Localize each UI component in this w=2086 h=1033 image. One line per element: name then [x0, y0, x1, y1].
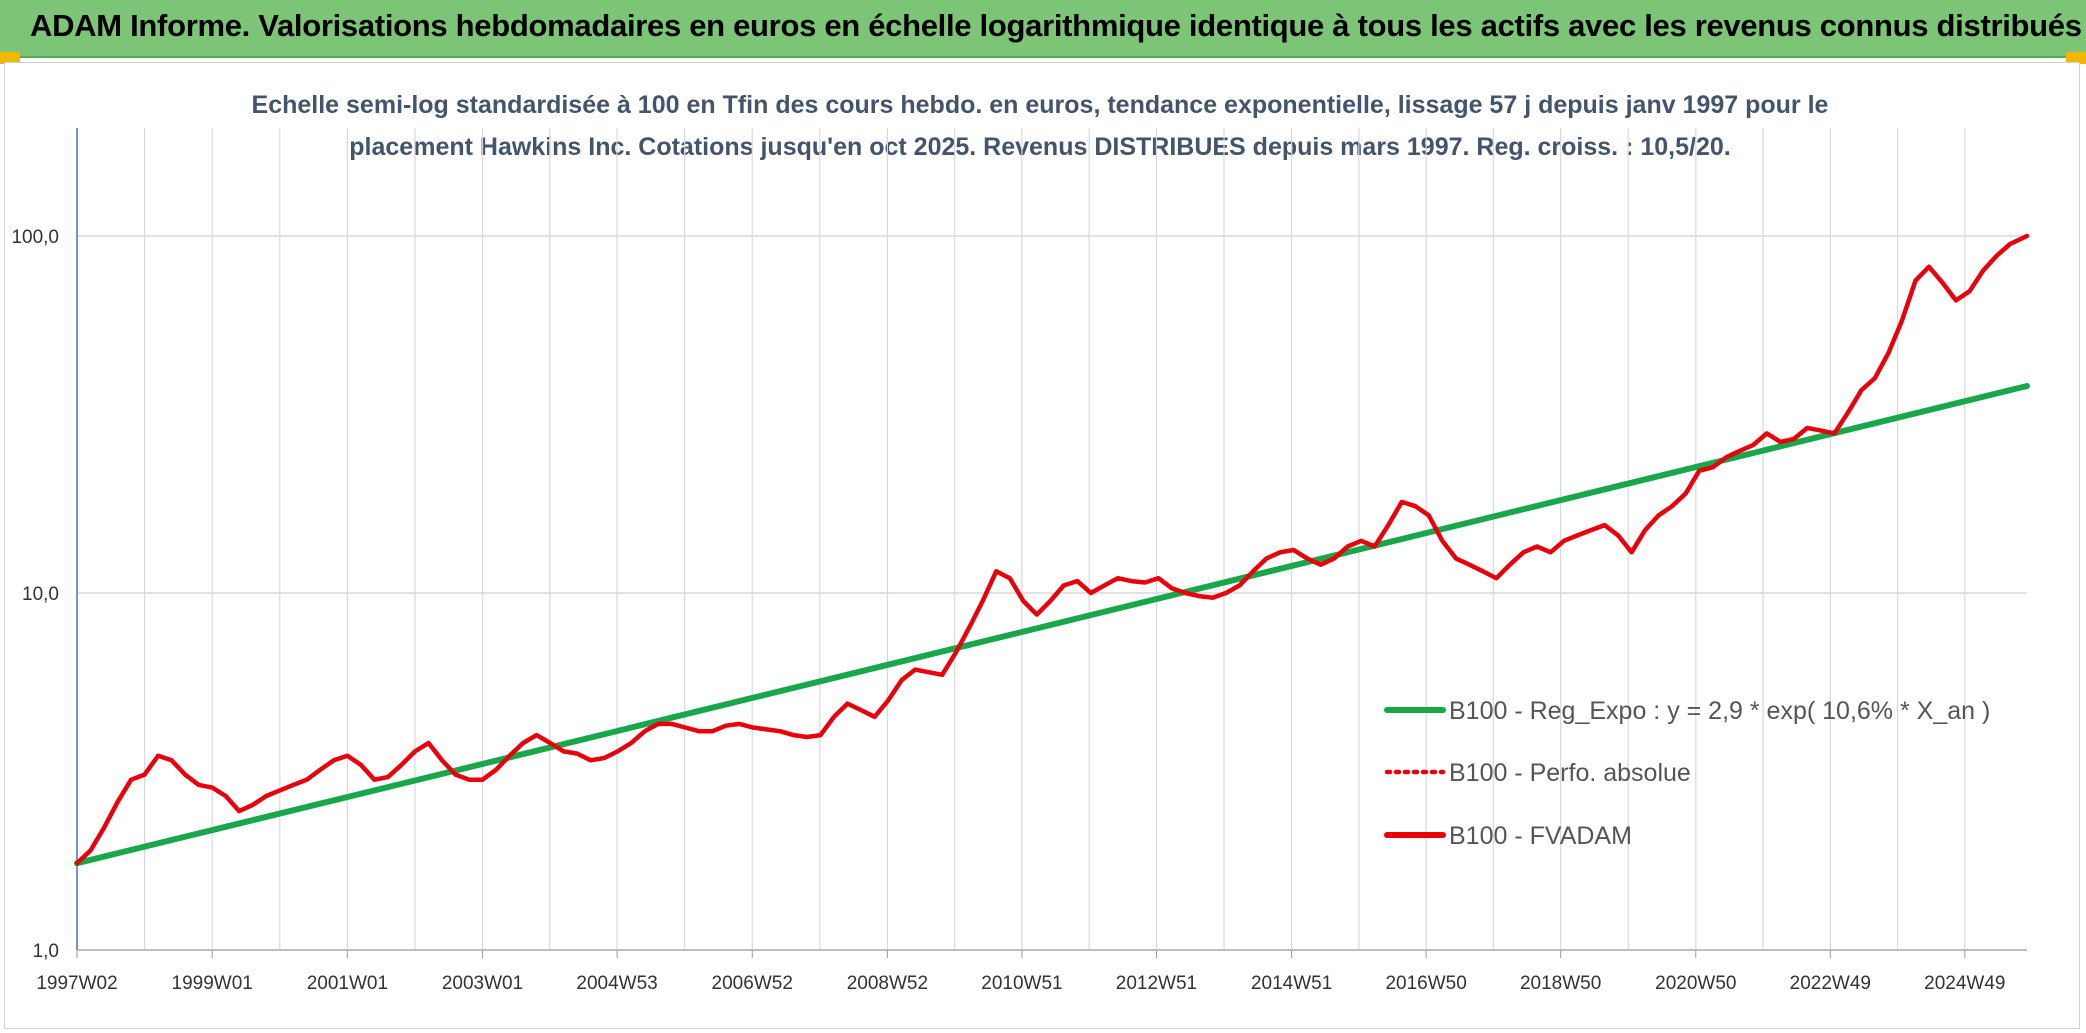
x-tick-label: 2008W52 [847, 973, 928, 994]
series-line-2 [74, 233, 2030, 866]
y-tick-label: 1,0 [33, 941, 59, 962]
chart-area [4, 62, 2080, 1029]
x-tick-label: 2006W52 [712, 973, 793, 994]
x-tick-label: 2024W49 [1924, 973, 2005, 994]
header-banner: ADAM Informe. Valorisations hebdomadaire… [0, 0, 2086, 58]
x-tick-label: 2016W50 [1385, 973, 1466, 994]
banner-title: ADAM Informe. Valorisations hebdomadaire… [30, 8, 2082, 43]
series-line-0 [74, 383, 2030, 867]
chart-title-line-2: placement Hawkins Inc. Cotations jusqu'e… [349, 133, 1731, 161]
x-tick-label: 2001W01 [307, 973, 388, 994]
chart-title-line-1: Echelle semi-log standardisée à 100 en T… [251, 91, 1829, 119]
grid-lines [77, 128, 2027, 951]
legend: B100 - Reg_Expo : y = 2,9 * exp( 10,6% *… [1384, 697, 1990, 850]
y-tick-label: 10,0 [22, 584, 59, 605]
x-tick-label: 2022W49 [1790, 973, 1871, 994]
x-tick-label: 2004W53 [576, 973, 657, 994]
x-tick-label: 1997W02 [36, 973, 117, 994]
x-tick-label: 2010W51 [981, 973, 1062, 994]
x-tick-label: 1999W01 [172, 973, 253, 994]
legend-label: B100 - Perfo. absolue [1449, 759, 1691, 787]
x-tick-label: 2003W01 [442, 973, 523, 994]
corner-mark-left [0, 52, 20, 64]
series [74, 233, 2030, 867]
x-tick-label: 2018W50 [1520, 973, 1601, 994]
chart-title: Echelle semi-log standardisée à 100 en T… [200, 84, 1880, 168]
y-tick-label: 100,0 [11, 227, 59, 248]
x-tick-label: 2014W51 [1251, 973, 1332, 994]
x-tick-label: 2020W50 [1655, 973, 1736, 994]
axes: 1,0 10,0 100,0 1997W02 1999W01 2001W01 2003W01… [11, 128, 2027, 994]
corner-mark-right [2066, 52, 2086, 64]
legend-label: B100 - FVADAM [1449, 822, 1632, 850]
x-tick-label: 2012W51 [1116, 973, 1197, 994]
legend-label: B100 - Reg_Expo : y = 2,9 * exp( 10,6% *… [1449, 697, 1990, 725]
